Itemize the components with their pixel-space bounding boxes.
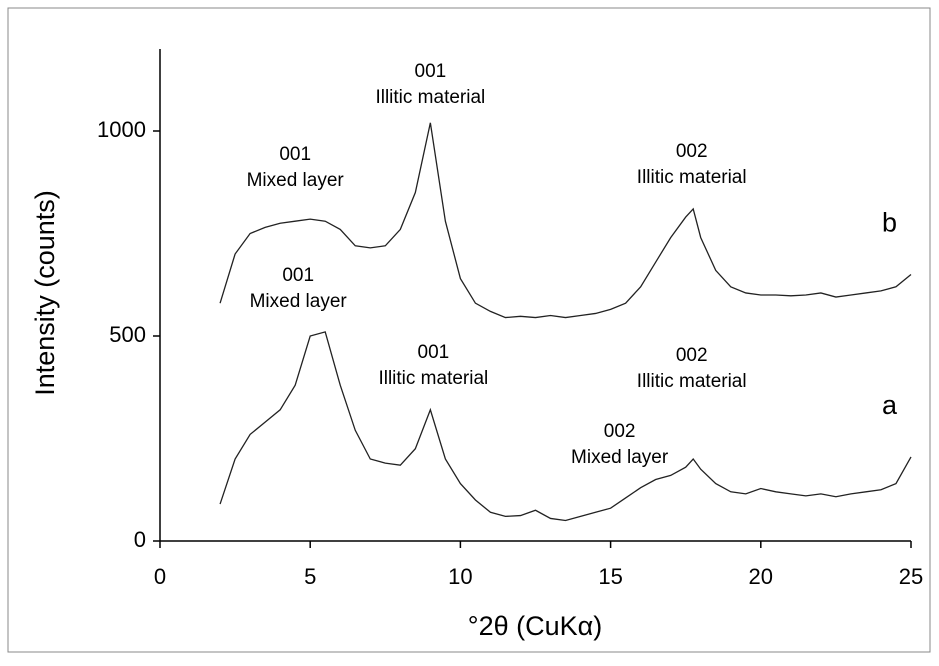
x-tick-label: 5 <box>304 564 316 589</box>
annotation: 002 <box>604 421 636 442</box>
annotation: 001 <box>415 61 447 82</box>
annotation: 001 <box>279 144 311 165</box>
x-tick-label: 20 <box>749 564 773 589</box>
x-tick-label: 15 <box>598 564 622 589</box>
x-axis-title: °2θ (CuKα) <box>468 611 602 641</box>
y-axis-title: Intensity (counts) <box>30 190 60 396</box>
annotation: Illitic material <box>375 87 485 108</box>
annotation: Mixed layer <box>247 170 345 191</box>
series-line <box>219 331 912 522</box>
frame <box>7 7 931 653</box>
series-label: a <box>882 390 898 420</box>
x-tick-label: 25 <box>899 564 923 589</box>
series-line <box>219 122 912 319</box>
y-tick-label: 500 <box>109 322 146 347</box>
annotation: Illitic material <box>378 368 488 389</box>
annotation: Illitic material <box>637 371 747 392</box>
y-tick-label: 0 <box>134 527 146 552</box>
series-label: b <box>882 208 897 238</box>
annotation: 001 <box>282 265 314 286</box>
annotation: 002 <box>676 141 708 162</box>
annotation: 001 <box>418 342 450 363</box>
annotation: 002 <box>676 345 708 366</box>
annotation: Illitic material <box>637 167 747 188</box>
annotation: Mixed layer <box>571 447 669 468</box>
y-tick-label: 1000 <box>97 117 146 142</box>
x-tick-label: 0 <box>154 564 166 589</box>
x-tick-label: 10 <box>448 564 472 589</box>
annotation: Mixed layer <box>250 291 348 312</box>
